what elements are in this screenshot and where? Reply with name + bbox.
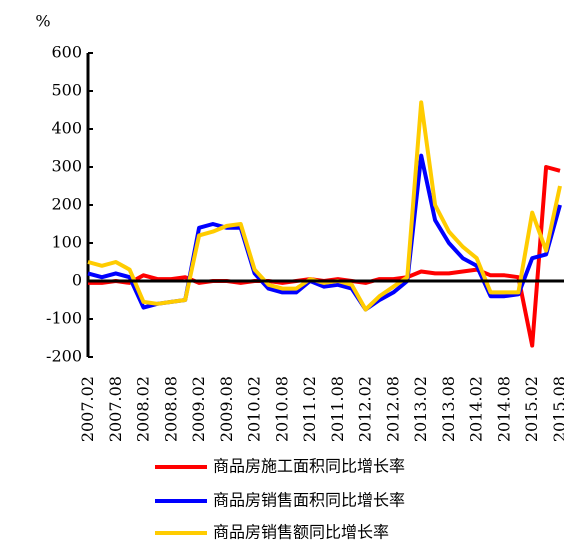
x-tick-label: 2015.08 (550, 376, 564, 442)
y-tick-label: 500 (51, 81, 82, 100)
y-tick-label: 600 (51, 43, 82, 62)
x-tick-label: 2014.02 (467, 376, 486, 442)
legend-label: 商品房施工面积同比增长率 (213, 457, 405, 476)
y-tick-label: 0 (72, 271, 82, 290)
y-tick-label: 400 (51, 119, 82, 138)
x-tick-label: 2012.02 (356, 376, 375, 442)
x-tick-label: 2013.02 (411, 376, 430, 442)
x-tick-label: 2011.08 (328, 376, 347, 442)
x-tick-label: 2011.02 (300, 376, 319, 442)
legend-label: 商品房销售额同比增长率 (213, 523, 389, 541)
x-tick-label: 2007.02 (78, 376, 97, 442)
x-tick-label: 2010.08 (272, 376, 291, 442)
y-tick-label: -200 (46, 347, 82, 366)
x-tick-label: 2015.02 (522, 376, 541, 442)
y-tick-label: 300 (51, 157, 82, 176)
x-tick-label: 2009.02 (189, 376, 208, 442)
x-tick-label: 2013.08 (439, 376, 458, 442)
y-axis-label: % (35, 12, 50, 31)
y-tick-label: 100 (51, 233, 82, 252)
x-tick-label: 2009.08 (217, 376, 236, 442)
x-tick-label: 2010.02 (245, 376, 264, 442)
x-tick-label: 2014.08 (494, 376, 513, 442)
series-line (88, 165, 561, 348)
x-tick-label: 2008.02 (134, 376, 153, 442)
y-tick-label: 200 (51, 195, 82, 214)
x-tick-label: 2008.08 (161, 376, 180, 442)
y-tick-label: -100 (46, 309, 82, 328)
x-tick-label: 2012.08 (383, 376, 402, 442)
series-line (87, 100, 562, 312)
x-tick-label: 2007.08 (106, 376, 125, 442)
legend-label: 商品房销售面积同比增长率 (213, 491, 405, 510)
